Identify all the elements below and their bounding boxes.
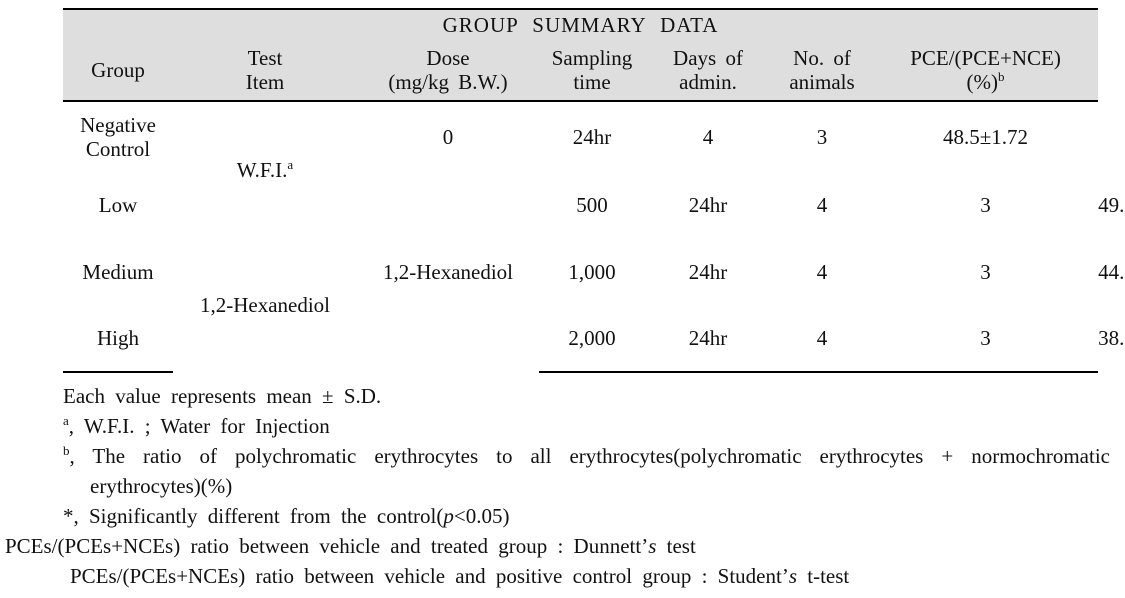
table-title: GROUP SUMMARY DATA — [63, 8, 1099, 40]
footnote-text: t-test — [797, 564, 850, 588]
footnote-text: <0.05) — [453, 504, 510, 528]
test-item: 1,2-Hexanediol — [199, 293, 331, 317]
column-header: Test Item — [173, 40, 357, 102]
column-header: No. of animals — [771, 40, 873, 102]
group-cell: Negative Control — [63, 101, 173, 171]
header-line: admin. — [679, 70, 737, 94]
group-line: Low — [98, 192, 138, 217]
summary-table: GROUP SUMMARY DATA Group Test Item Dose (mg/k… — [63, 8, 1125, 373]
header-line: animals — [789, 70, 855, 94]
header-line: Item — [245, 70, 285, 94]
header-line: Days of — [673, 46, 743, 70]
group-line: Control — [85, 136, 151, 161]
footnote: PCEs/(PCEs+NCEs) ratio between vehicle a… — [70, 561, 849, 591]
days-cell: 4 — [816, 259, 828, 284]
header-line: (mg/kg B.W.) — [388, 70, 508, 94]
header-line: (%) — [966, 70, 999, 94]
sampling-cell: 24hr — [645, 305, 771, 373]
footnote: b, The ratio of polychromatic erythrocyt… — [63, 441, 1110, 501]
sampling-cell: 24hr — [688, 192, 728, 217]
dose-cell: 1,000 — [568, 259, 616, 284]
footnote-text: test — [656, 534, 696, 558]
group-line: Negative — [80, 112, 156, 137]
column-header: Sampling time — [539, 40, 645, 102]
group-cell: Low — [63, 171, 173, 238]
footnote-text: PCEs/(PCEs+NCEs) ratio between vehicle a… — [5, 534, 649, 558]
header-line: Sampling — [551, 46, 633, 70]
footnote-text: , The ratio of polychromatic erythrocyte… — [69, 444, 1111, 498]
animals-cell: 3 — [873, 305, 1099, 373]
test-item: 1,2-Hexanediol — [382, 259, 514, 284]
animals-cell: 3 — [816, 124, 828, 149]
header-line: time — [573, 70, 611, 94]
header-line: PCE/(PCE+NCE) — [910, 46, 1061, 70]
sampling-cell: 24hr — [688, 259, 728, 284]
footnote-italic: s — [648, 534, 657, 558]
footnote-text: PCEs/(PCEs+NCEs) ratio between vehicle a… — [70, 564, 789, 588]
group-line: High — [97, 326, 139, 350]
dose-cell: 0 — [442, 124, 454, 149]
group-cell: High — [63, 305, 173, 373]
header-line: Group — [91, 58, 145, 82]
days-cell: 4 — [702, 124, 714, 149]
footnote-text: *, Significantly different from the cont… — [63, 504, 444, 528]
footnote-text: Each value represents mean ± S.D. — [63, 384, 382, 408]
column-header: Days of admin. — [645, 40, 771, 102]
group-line: Medium — [82, 259, 154, 284]
header-line: No. of — [793, 46, 851, 70]
dose-cell: 2,000 — [539, 305, 645, 373]
header-line: Dose — [426, 46, 470, 70]
days-cell: 4 — [771, 305, 873, 373]
footnote-italic: p — [443, 504, 454, 528]
column-header: Group — [63, 40, 173, 102]
footnote: PCEs/(PCEs+NCEs) ratio between vehicle a… — [5, 531, 696, 561]
footnote-italic: s — [788, 564, 798, 588]
column-header: Dose (mg/kg B.W.) — [357, 40, 539, 102]
days-cell: 4 — [816, 192, 828, 217]
ratio-cell: 48.5±1.72 — [943, 124, 1029, 149]
footnote: a, W.F.I. ; Water for Injection — [63, 411, 330, 441]
footnote-mark: b — [63, 443, 70, 458]
data-row: Negative Control W.F.I.a 0 24hr 4 3 48.5±1.72 — [63, 101, 1098, 183]
header-line: Test — [247, 46, 283, 70]
test-item-cell: W.F.I.a — [173, 101, 357, 238]
group-cell: Medium — [63, 238, 173, 305]
footnote-text: , W.F.I. ; Water for Injection — [68, 414, 330, 438]
dose-cell: 500 — [576, 192, 608, 217]
animals-cell: 3 — [980, 259, 991, 284]
title-row: GROUP SUMMARY DATA — [63, 8, 1099, 40]
sampling-cell: 24hr — [572, 124, 612, 149]
footnote-mark: a — [287, 157, 294, 172]
animals-cell: 3 — [980, 192, 991, 217]
footnote-mark: b — [998, 69, 1005, 84]
footnote: *, Significantly different from the cont… — [63, 501, 509, 531]
column-header: PCE/(PCE+NCE) (%)b — [873, 40, 1099, 102]
footnote: Each value represents mean ± S.D. — [63, 381, 381, 411]
header-row: Group Test Item Dose (mg/kg B.W.) Sampling tim… — [63, 40, 1099, 102]
footnote-mark: a — [63, 413, 69, 428]
test-item-cell: 1,2-Hexanediol — [173, 238, 357, 372]
test-item: W.F.I. — [236, 158, 288, 182]
test-item-cell: 1,2-Hexanediol — [357, 171, 539, 372]
